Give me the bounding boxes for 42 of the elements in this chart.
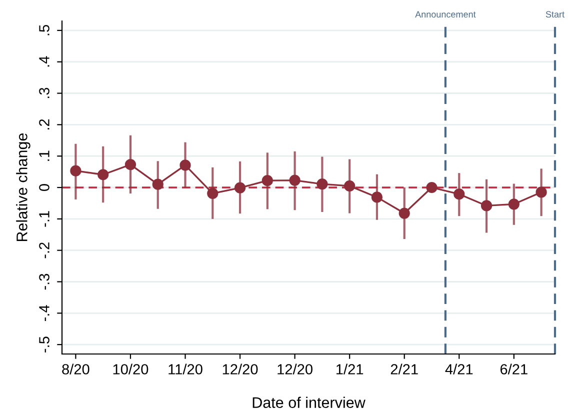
x-tick-label: 12/20: [278, 364, 312, 374]
y-axis-title: Relative change: [16, 133, 30, 242]
point: [480, 200, 492, 212]
text: Start: [546, 11, 564, 18]
point: [508, 198, 520, 210]
point: [98, 169, 109, 180]
y-tick-label: .4: [39, 56, 50, 67]
x-tick-label: 12/20: [222, 364, 258, 374]
point: [289, 174, 300, 186]
point: [426, 182, 438, 194]
point: [371, 192, 383, 203]
x-tick-label: 4/21: [445, 364, 473, 374]
y-tick-label: .3: [39, 88, 50, 98]
point: [207, 188, 218, 200]
y-tick-label: -.3: [39, 274, 50, 290]
x-axis-title: Date of interview: [252, 396, 366, 408]
point: [344, 180, 356, 192]
point: [398, 208, 410, 219]
ref-line-label: Announcement: [415, 11, 476, 18]
point: [454, 188, 465, 200]
point: [180, 160, 191, 171]
y-tick-label: -.2: [39, 242, 50, 258]
point: [234, 182, 246, 194]
y-tick-label: -.5: [39, 336, 50, 352]
y-tick-label: -.1: [39, 211, 50, 227]
point: [262, 175, 273, 186]
y-tick-label: 0: [39, 184, 50, 191]
x-tick-label: 10/20: [113, 364, 148, 374]
x-tick-label: 6/21: [500, 364, 528, 374]
point: [316, 178, 328, 190]
y-tick-label: .1: [39, 150, 50, 161]
x-tick-label: 8/20: [62, 364, 90, 374]
y-tick-label: -.4: [39, 305, 50, 322]
point: [536, 186, 547, 198]
x-tick-label: 1/21: [336, 364, 364, 374]
point: [70, 165, 82, 176]
x-tick-label: 11/20: [168, 364, 202, 374]
y-tick-label: .2: [39, 119, 50, 130]
point: [124, 159, 136, 170]
x-tick-label: 2/21: [390, 364, 418, 374]
point: [152, 178, 164, 190]
y-tick-label: .5: [39, 24, 50, 36]
